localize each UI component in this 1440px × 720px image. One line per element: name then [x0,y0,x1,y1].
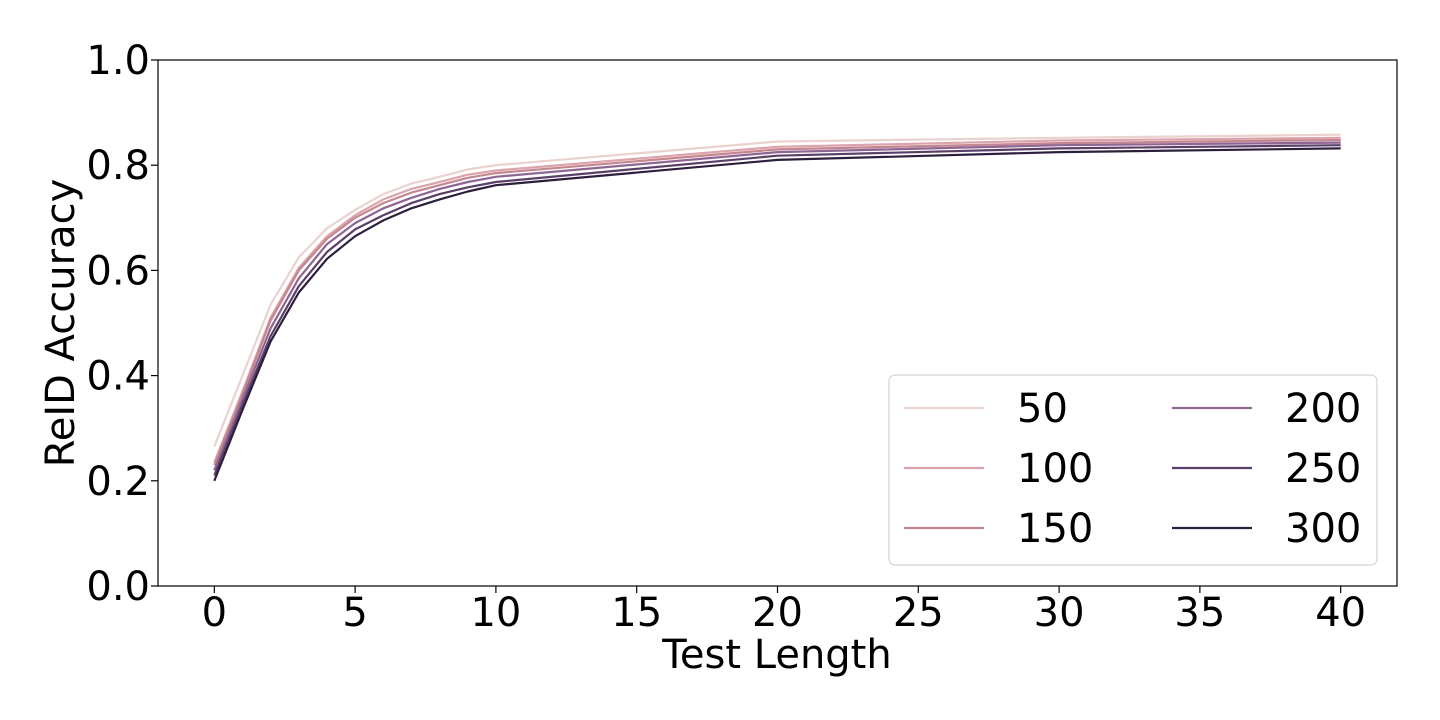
y-tick-label: 0.0 [86,564,150,610]
x-tick-label: 30 [1034,590,1085,636]
x-tick-label: 35 [1174,590,1225,636]
legend-label-50: 50 [1017,386,1068,432]
x-tick-label: 5 [342,590,367,636]
series-line-100 [213,136,1341,463]
x-axis-title: Test Length [661,632,891,678]
x-tick-label: 20 [752,590,803,636]
x-tick-label: 25 [893,590,944,636]
series-line-300 [213,147,1341,482]
y-tick-label: 0.6 [86,248,150,294]
legend-label-150: 150 [1017,506,1093,552]
series-line-50 [213,133,1341,448]
series-lines [213,133,1341,482]
series-line-150 [213,138,1341,466]
legend-box [888,374,1378,566]
legend-label-200: 200 [1285,386,1361,432]
series-line-250 [213,144,1341,476]
y-tick-label: 0.4 [86,354,150,400]
legend: 50 100 150 200 250 300 [888,374,1378,566]
x-axis: 0 5 10 15 20 25 30 35 40 [202,586,1366,636]
y-axis: 0.0 0.2 0.4 0.6 0.8 1.0 [86,38,158,610]
x-tick-label: 10 [470,590,521,636]
legend-label-100: 100 [1017,446,1093,492]
x-tick-label: 0 [202,590,227,636]
y-tick-label: 0.8 [86,143,150,189]
series-line-200 [213,141,1341,471]
y-axis-title: ReID Accuracy [38,179,84,468]
legend-label-250: 250 [1285,446,1361,492]
x-tick-label: 40 [1315,590,1366,636]
x-tick-label: 15 [611,590,662,636]
legend-label-300: 300 [1285,506,1361,552]
y-tick-label: 1.0 [86,38,150,84]
y-tick-label: 0.2 [86,459,150,505]
